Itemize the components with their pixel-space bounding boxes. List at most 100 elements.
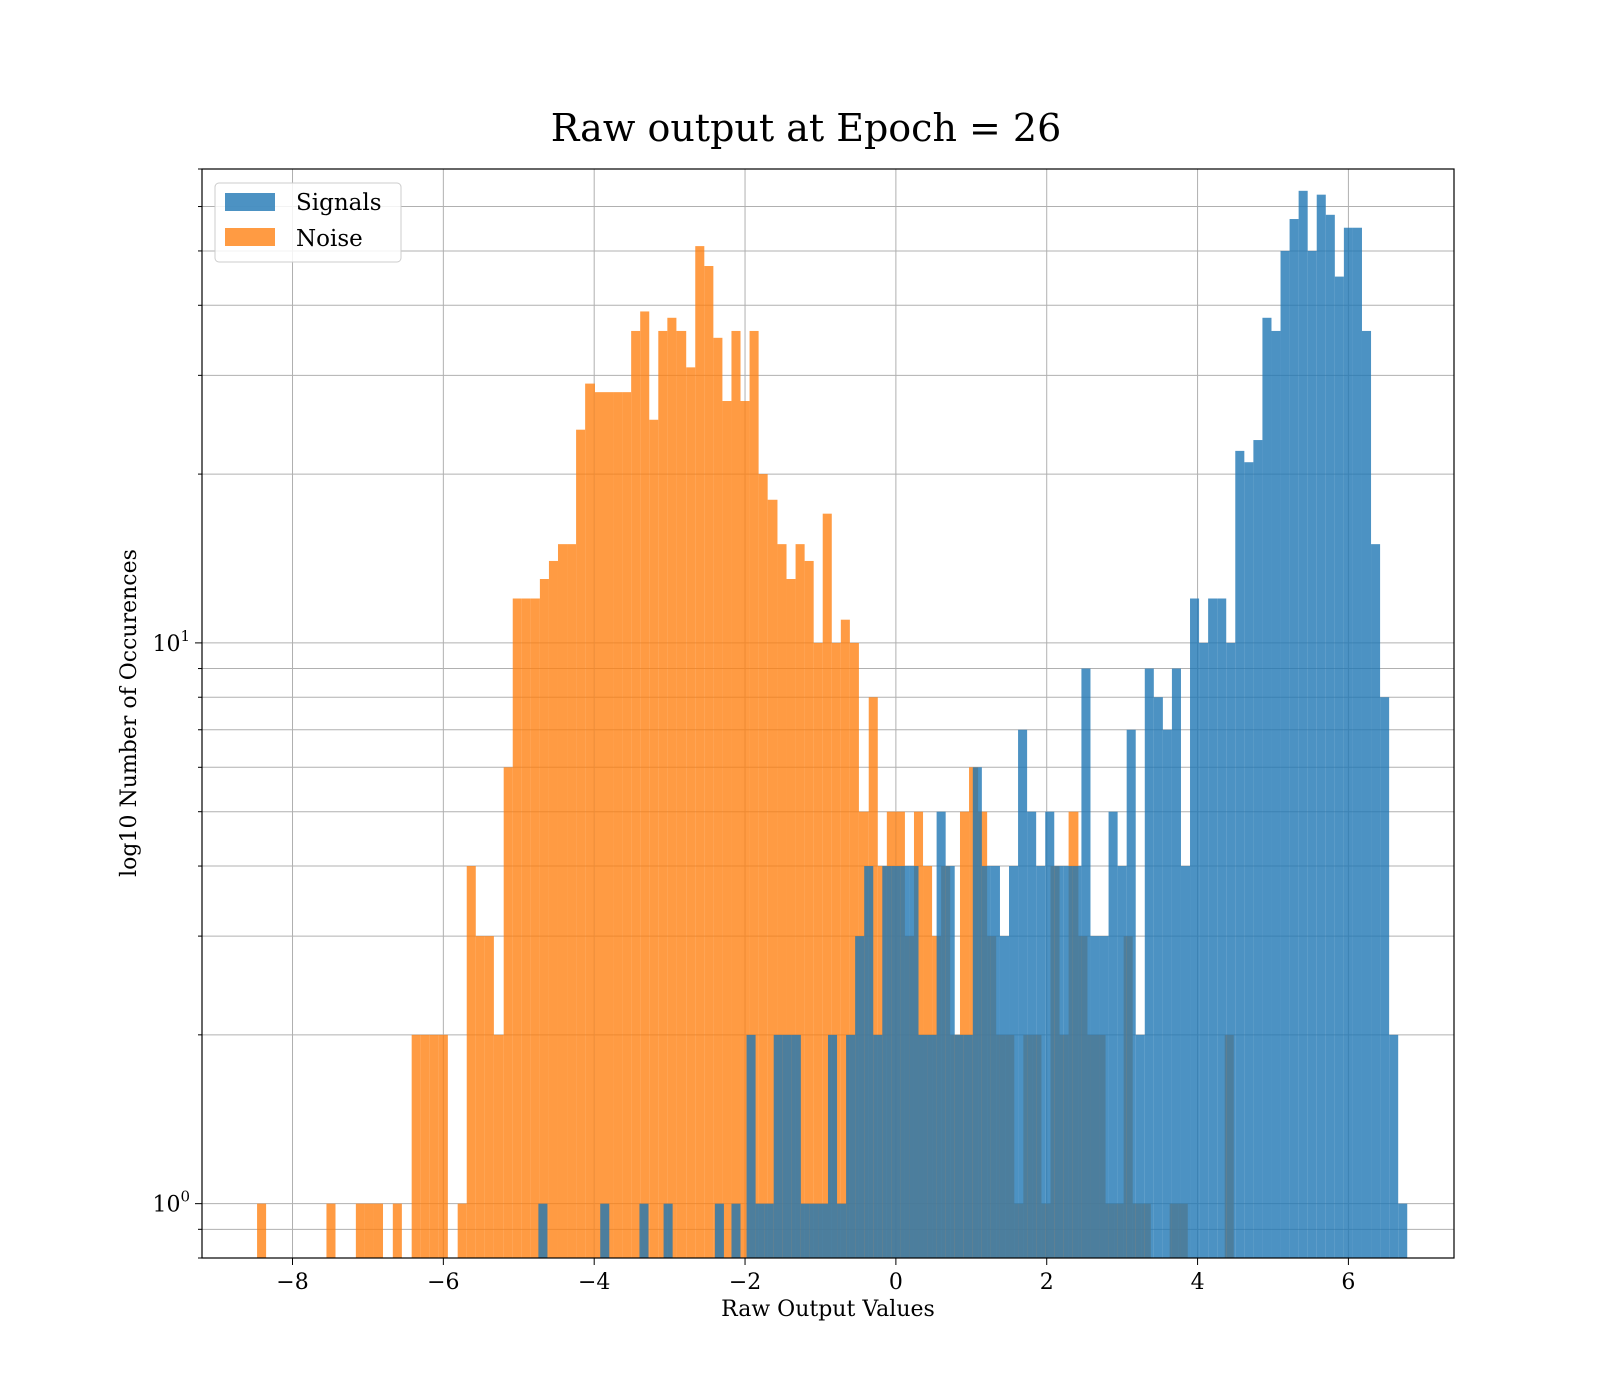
histogram-bar-signals: [731, 1203, 741, 1258]
histogram-bar-signals: [1009, 866, 1019, 1258]
histogram-bar-signals: [1325, 214, 1335, 1258]
histogram-bar-signals: [1054, 866, 1064, 1258]
histogram-bar-noise: [649, 419, 659, 1258]
histogram-bar-noise: [804, 560, 814, 1258]
histogram-bar-noise: [767, 499, 778, 1258]
histogram-bar-signals: [936, 811, 946, 1258]
histogram-bar-signals: [1144, 668, 1154, 1258]
histogram-bar-noise: [594, 392, 604, 1258]
histogram-bar-noise: [373, 1203, 384, 1258]
histogram-bar-noise: [822, 513, 832, 1258]
histogram-bar-noise: [567, 544, 577, 1258]
histogram-bar-noise: [503, 767, 513, 1258]
histogram-bar-signals: [927, 1034, 937, 1258]
histogram-bar-noise: [604, 392, 614, 1258]
plot-frame: [201, 168, 1455, 1259]
histogram-bar-signals: [1081, 668, 1091, 1258]
histogram-bar-signals: [909, 866, 919, 1258]
histogram-bar-signals: [1126, 729, 1136, 1258]
histogram-bar-signals: [1190, 598, 1200, 1258]
histogram-bar-noise: [786, 579, 796, 1258]
histogram-bar-signals: [918, 1034, 928, 1258]
histogram-bar-signals: [1280, 250, 1290, 1258]
histogram-bar-signals: [1045, 811, 1055, 1258]
histogram-bar-signals: [873, 1034, 883, 1258]
histogram-bar-signals: [639, 1203, 649, 1258]
series-signals: [538, 190, 1408, 1259]
histogram-bar-signals: [891, 866, 901, 1258]
histogram-bar-noise: [840, 619, 850, 1258]
histogram-bar-signals: [1298, 190, 1308, 1258]
y-tick-label: 100: [152, 1188, 190, 1218]
histogram-bar-noise: [831, 642, 841, 1258]
histogram-bar-signals: [990, 866, 1000, 1258]
histogram-bar-signals: [773, 1034, 783, 1258]
histogram-bar-signals: [945, 866, 955, 1258]
histogram-bar-noise: [466, 866, 476, 1258]
histogram-bar-signals: [800, 1203, 810, 1258]
y-tick-label: 101: [152, 627, 190, 657]
histogram-bar-signals: [1171, 668, 1181, 1258]
histogram-bar-noise: [548, 560, 558, 1258]
histogram-bar-noise: [904, 936, 914, 1258]
x-tick-label: 6: [1341, 1270, 1355, 1295]
histogram-bar-signals: [818, 1203, 828, 1258]
x-tick-label: −2: [729, 1270, 761, 1295]
legend: Signals Noise: [214, 182, 402, 263]
histogram-bar-signals: [1162, 729, 1172, 1258]
histogram-bar-signals: [1072, 866, 1082, 1258]
histogram-bar-signals: [663, 1203, 673, 1258]
histogram-bar-signals: [1253, 440, 1263, 1258]
histogram-bar-signals: [1063, 866, 1073, 1258]
histogram-bar-noise: [777, 544, 787, 1258]
histogram-bar-signals: [999, 936, 1010, 1258]
histogram-bar-signals: [782, 1034, 792, 1258]
histogram-bar-noise: [658, 330, 668, 1258]
histogram-bar-noise: [539, 579, 549, 1258]
histogram-bar-signals: [900, 866, 910, 1258]
histogram-bar-signals: [1235, 450, 1245, 1258]
histogram-bar-signals: [1217, 598, 1227, 1258]
histogram-bar-signals: [1180, 866, 1191, 1258]
histogram-bar-noise: [457, 1203, 467, 1258]
histogram-bar-noise: [411, 1034, 421, 1258]
histogram-bar-signals: [954, 1034, 964, 1258]
histogram-bar-signals: [600, 1203, 610, 1258]
histogram-bars: [257, 190, 1408, 1259]
histogram-bar-noise: [438, 1034, 448, 1258]
histogram-bar-noise: [613, 392, 623, 1258]
histogram-bar-noise: [704, 266, 714, 1258]
histogram-bar-signals: [1244, 462, 1254, 1259]
histogram-bar-signals: [538, 1203, 548, 1258]
legend-label-noise: Noise: [296, 226, 363, 252]
histogram-bar-signals: [864, 866, 874, 1258]
histogram-bar-signals: [1289, 219, 1299, 1258]
histogram-bar-noise: [475, 936, 485, 1258]
x-tick-label: −8: [276, 1270, 308, 1295]
histogram-bar-noise: [749, 330, 759, 1258]
histogram-bar-signals: [846, 1034, 856, 1258]
histogram-bar-noise: [813, 642, 823, 1258]
histogram-bar-signals: [1018, 729, 1028, 1258]
histogram-bar-signals: [972, 767, 982, 1258]
x-axis-label: Raw Output Values: [721, 1297, 935, 1322]
histogram-bar-noise: [257, 1203, 267, 1258]
histogram-bar-signals: [714, 1203, 724, 1258]
histogram-bar-signals: [1398, 1203, 1408, 1258]
histogram-bar-signals: [1334, 276, 1344, 1259]
histogram-bar-signals: [1108, 811, 1118, 1258]
histogram-bar-noise: [512, 598, 522, 1258]
histogram-bar-signals: [828, 1034, 838, 1258]
histogram-bar-noise: [576, 429, 586, 1258]
histogram-bar-noise: [722, 401, 732, 1258]
histogram-bar-signals: [1027, 811, 1037, 1258]
histogram-bar-signals: [791, 1034, 801, 1258]
histogram-bar-signals: [1361, 330, 1372, 1258]
histogram-bar-signals: [1352, 227, 1362, 1259]
histogram-bar-noise: [521, 598, 531, 1258]
histogram-bar-signals: [1135, 1034, 1145, 1258]
histogram-bar-noise: [557, 544, 568, 1258]
histogram-bar-signals: [837, 1203, 847, 1258]
histogram-bar-noise: [849, 642, 859, 1258]
